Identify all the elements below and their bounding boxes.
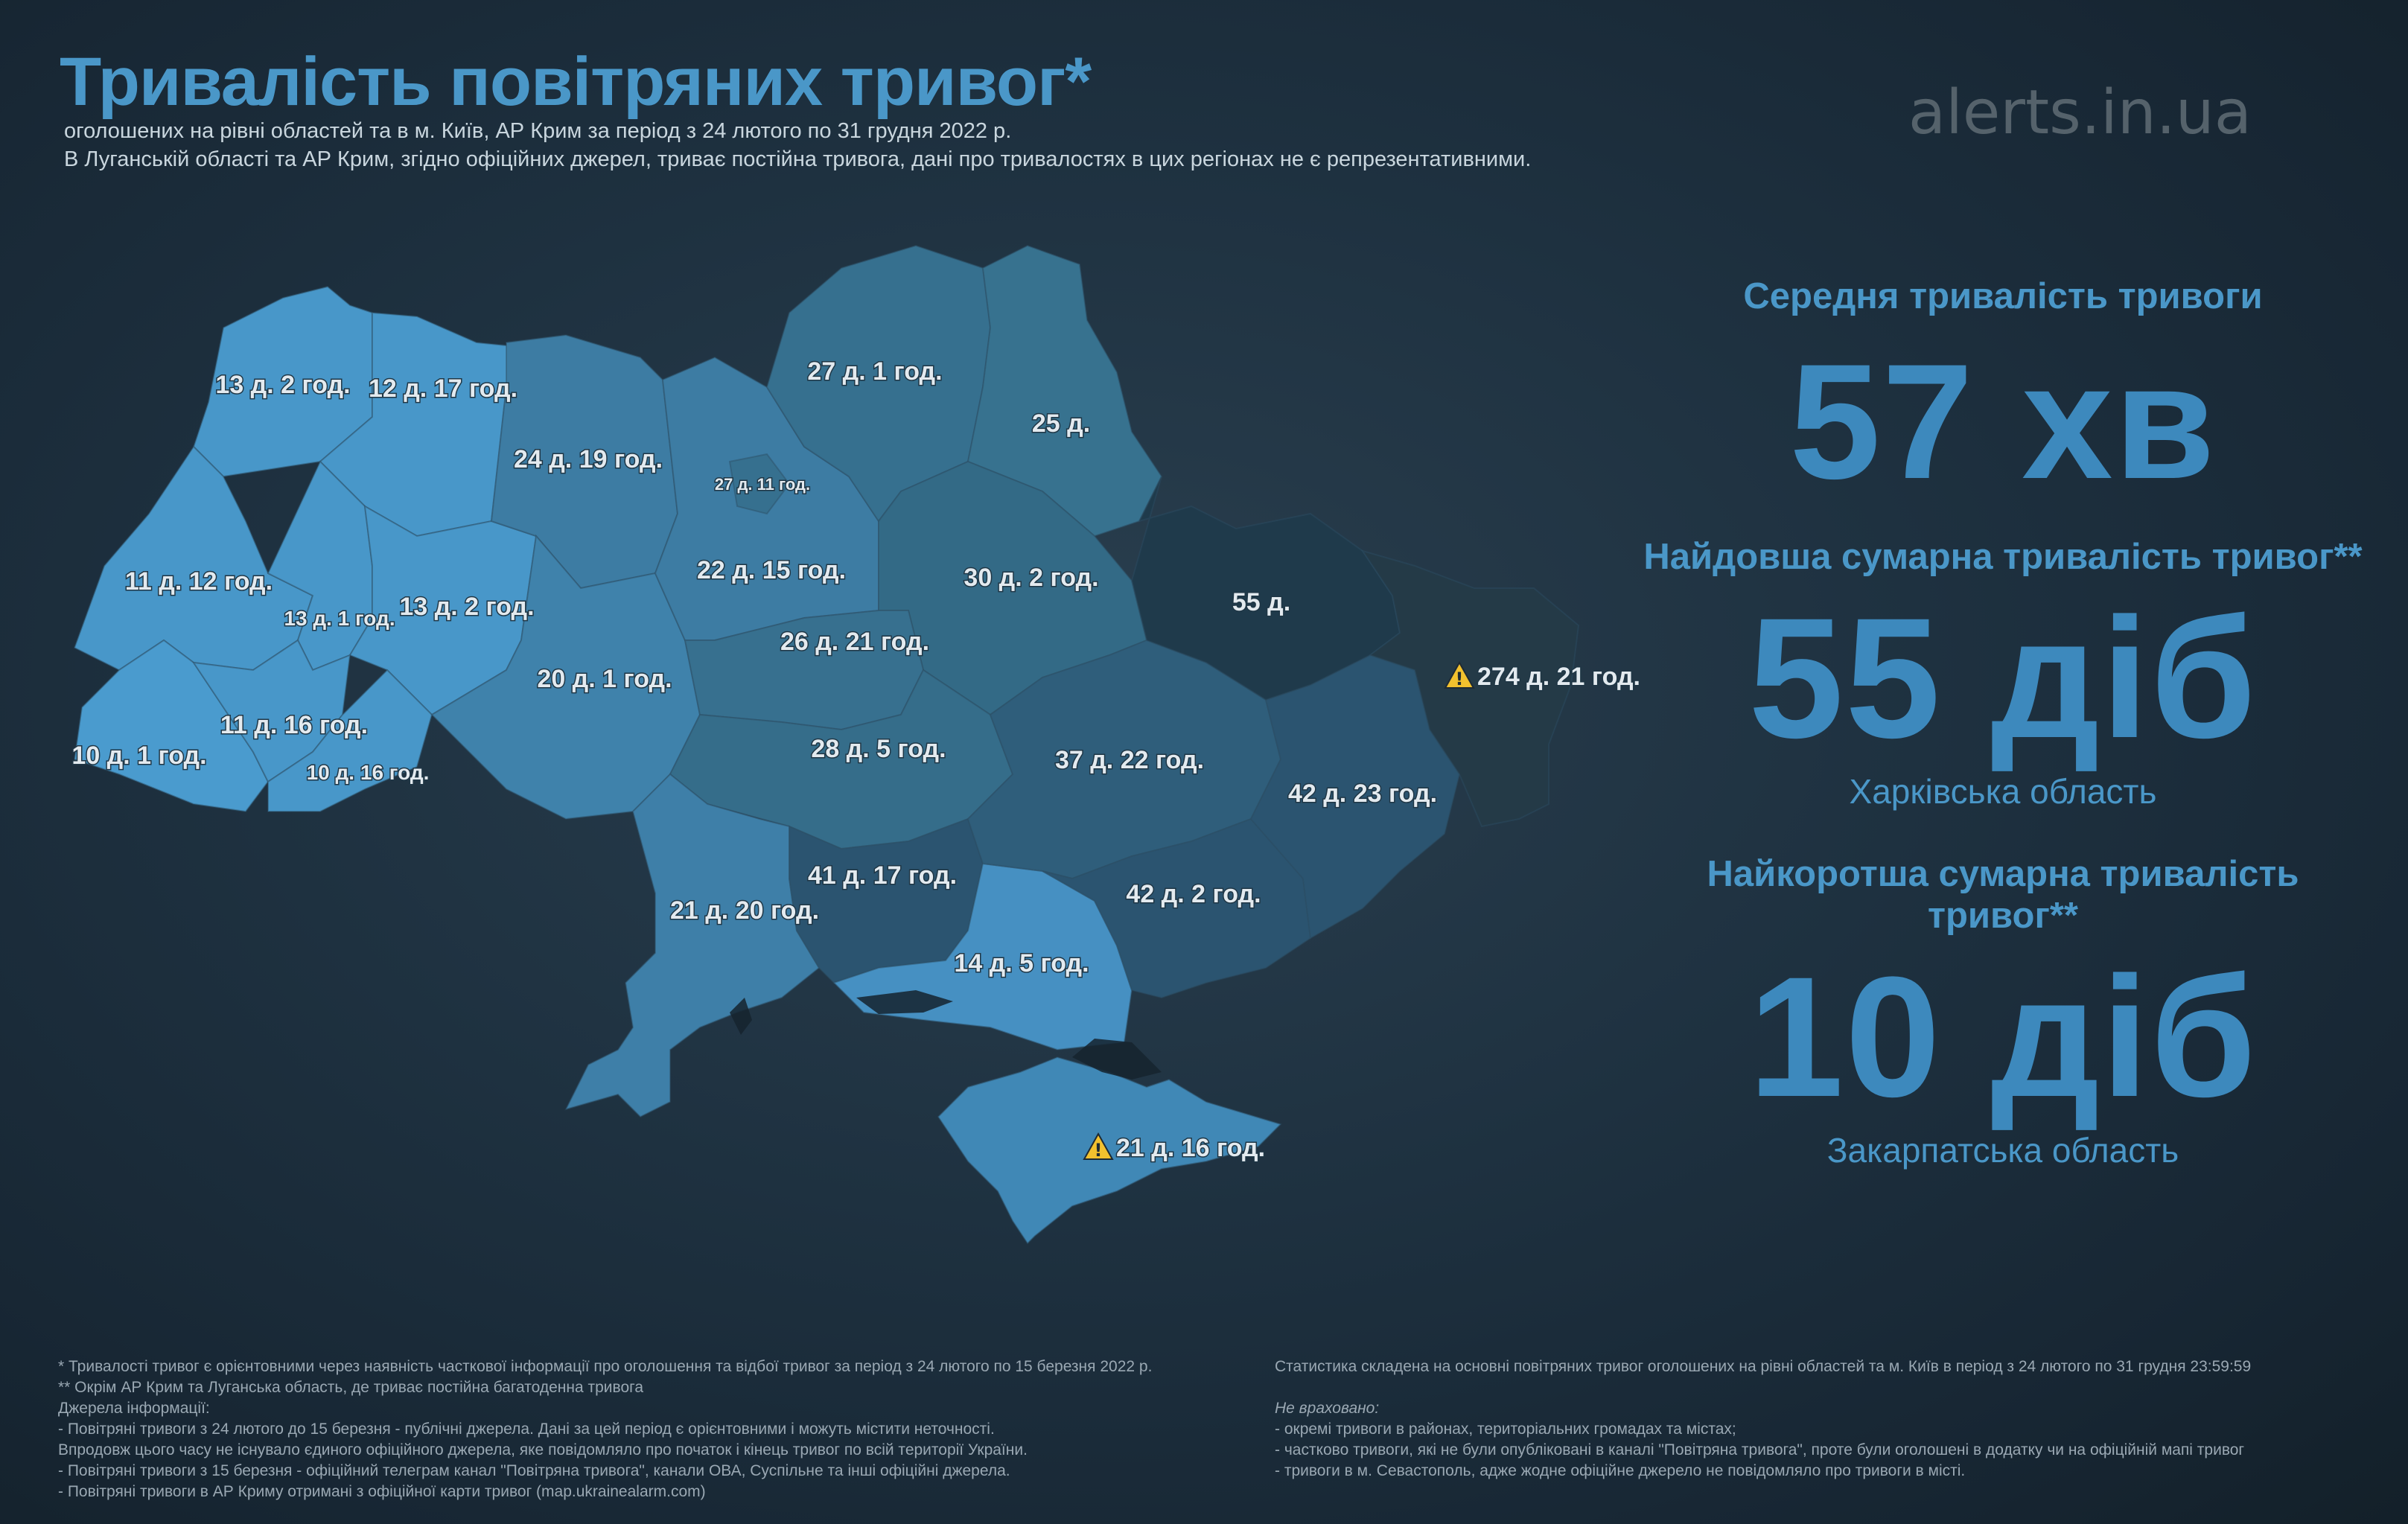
region-label-group: 42 д. 23 год. (1287, 779, 1438, 809)
footer-intro: Статистика складена на основні повітряни… (1275, 1358, 2252, 1375)
longest-label: Найдовша сумарна тривалість тривог** (1643, 537, 2363, 577)
region-value-label: 22 д. 15 год. (697, 556, 846, 584)
longest-region: Харківська область (1849, 772, 2157, 811)
region-label-group: 26 д. 21 год. (779, 627, 930, 657)
footer-note: * Тривалості тривог є орієнтовними через… (58, 1358, 1153, 1375)
shortest-label: Найкоротша сумарна тривалість тривог** (1707, 854, 2299, 936)
region-label-group: 11 д. 12 год. (124, 567, 273, 597)
region-value-label: 55 д. (1232, 588, 1290, 616)
region-value-label: 13 д. 1 год. (284, 607, 395, 630)
longest-value: 55 діб (1748, 582, 2258, 774)
labels-layer: 13 д. 2 год. 12 д. 17 год. 11 д. 12 год. 13… (71, 357, 1642, 1164)
region-value-label: 42 д. 2 год. (1126, 880, 1261, 908)
footer-note: ** Окрім АР Крим та Луганська область, д… (58, 1379, 644, 1396)
region-value-label: 11 д. 16 год. (220, 711, 368, 739)
region-chernivtsi[interactable] (267, 669, 433, 812)
shortest-value: 10 діб (1748, 941, 2258, 1132)
regions-layer (73, 244, 1580, 1245)
region-label-group: 27 д. 11 год. (713, 474, 811, 495)
region-label-group: 55 д. (1231, 587, 1291, 618)
shortest-region: Закарпатська область (1826, 1131, 2179, 1170)
svg-text:!: ! (1095, 1140, 1103, 1161)
region-value-label: 25 д. (1032, 409, 1090, 438)
region-value-label: 30 д. 2 год. (963, 564, 1098, 592)
average-label: Середня тривалість тривоги (1743, 276, 2263, 316)
region-label-group: 11 д. 16 год. (219, 710, 369, 741)
region-odesa[interactable] (564, 773, 821, 1118)
region-label-group: 42 д. 2 год. (1125, 879, 1262, 910)
svg-text:!: ! (1456, 669, 1464, 689)
region-value-label: 14 д. 5 год. (954, 949, 1089, 978)
footer-note: - Повітряні тривоги в АР Криму отримані … (58, 1483, 706, 1500)
region-label-group: 12 д. 17 год. (367, 374, 518, 404)
page-title: Тривалість повітряних тривог* (60, 44, 1092, 120)
region-value-label: 274 д. 21 год. (1477, 663, 1640, 691)
region-value-label: 11 д. 12 год. (125, 567, 273, 596)
region-value-label: 10 д. 1 год. (71, 742, 206, 770)
region-label-group: 13 д. 2 год. (214, 370, 351, 401)
dnipro-estuary (856, 990, 953, 1014)
region-label-group: 41 д. 17 год. (806, 861, 958, 891)
footer-note: Джерела інформації: (58, 1400, 210, 1417)
brand-logo[interactable]: alerts.in.ua (1908, 77, 2252, 148)
region-kyiv-city[interactable] (728, 453, 791, 515)
region-label-group: 10 д. 16 год. (305, 760, 430, 785)
footer-note: - Повітряні тривоги з 24 лютого до 15 бе… (58, 1421, 995, 1438)
region-value-label: 26 д. 21 год. (780, 628, 929, 656)
footer-note: - Повітряні тривоги з 15 березня - офіці… (58, 1462, 1010, 1479)
region-value-label: 20 д. 1 год. (537, 665, 672, 693)
footer-exclusion: - частково тривоги, які не були опубліко… (1275, 1441, 2245, 1458)
region-value-label: 42 д. 23 год. (1288, 779, 1437, 808)
region-value-label: 28 д. 5 год. (811, 735, 946, 763)
region-label-group: 27 д. 1 год. (806, 357, 943, 387)
region-value-label: 37 д. 22 год. (1055, 746, 1204, 774)
region-label-group: 13 д. 2 год. (398, 592, 535, 622)
region-label-group: 20 д. 1 год. (536, 664, 673, 695)
region-value-label: 21 д. 16 год. (1116, 1134, 1265, 1162)
average-value: 57 хв (1789, 330, 2217, 513)
subtitle-note: В Луганській області та АР Крим, згідно … (64, 147, 1532, 171)
region-label-group: 22 д. 15 год. (695, 555, 847, 586)
region-label-group: 13 д. 1 год. (283, 606, 396, 631)
footer-exclusion: - окремі тривоги в районах, територіальн… (1275, 1421, 1736, 1438)
region-label-group: ! 21 д. 16 год. (1083, 1132, 1267, 1164)
region-zakarpattia[interactable] (73, 639, 270, 813)
region-value-label: 13 д. 2 год. (399, 593, 534, 621)
region-value-label: 24 д. 19 год. (514, 445, 663, 474)
region-label-group: 21 д. 20 год. (669, 896, 820, 926)
stats-panel: Середня тривалість тривоги 57 хв Найдовш… (1638, 268, 2368, 1170)
warning-icon: ! (1444, 660, 1475, 689)
subtitle: оголошених на рівні областей та в м. Киї… (64, 119, 1012, 143)
region-value-label: 27 д. 11 год. (715, 475, 810, 494)
region-value-label: 13 д. 2 год. (215, 371, 350, 399)
region-label-group: 24 д. 19 год. (512, 444, 663, 475)
region-crimea[interactable] (937, 1056, 1282, 1245)
region-label-group: 10 д. 1 год. (71, 741, 208, 771)
region-zaporizhzhia[interactable] (1042, 817, 1312, 999)
region-label-group: 25 д. (1031, 409, 1091, 439)
region-label-group: 30 д. 2 год. (963, 563, 1100, 593)
odesa-estuary (730, 998, 752, 1035)
footer-note: Впродовж цього часу не існувало єдиного … (58, 1441, 1028, 1458)
region-value-label: 27 д. 1 год. (807, 357, 942, 386)
footer-exclusion: - тривоги в м. Севастополь, адже жодне о… (1275, 1462, 1966, 1479)
region-value-label: 10 д. 16 год. (307, 761, 430, 784)
region-label-group: 37 д. 22 год. (1054, 745, 1205, 776)
footer-notes-right: Статистика складена на основні повітряни… (1275, 1356, 2251, 1482)
footer-notes-left: * Тривалості тривог є орієнтовними через… (58, 1356, 1152, 1502)
sivash-lagoon (1072, 1039, 1162, 1080)
coastline-details (730, 990, 1162, 1080)
region-value-label: 41 д. 17 год. (808, 861, 957, 890)
footer-exclusions-title: Не враховано: (1275, 1400, 1380, 1417)
region-label-group: ! 274 д. 21 год. (1444, 660, 1641, 692)
region-label-group: 28 д. 5 год. (810, 734, 947, 765)
region-value-label: 21 д. 20 год. (670, 896, 819, 925)
region-label-group: 14 д. 5 год. (953, 948, 1090, 979)
warning-icon: ! (1083, 1132, 1114, 1161)
region-value-label: 12 д. 17 год. (369, 374, 517, 403)
